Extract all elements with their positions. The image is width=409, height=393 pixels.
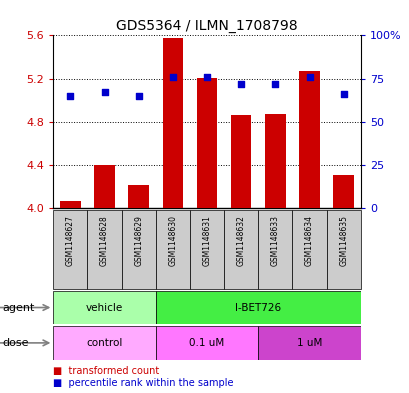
Text: GSM1148633: GSM1148633	[270, 215, 279, 266]
Point	[203, 74, 210, 80]
Text: GSM1148635: GSM1148635	[338, 215, 347, 266]
Bar	[94, 165, 115, 208]
Bar	[265, 114, 285, 208]
Text: GSM1148627: GSM1148627	[66, 215, 75, 266]
Text: 1 uM: 1 uM	[296, 338, 321, 348]
Text: GSM1148630: GSM1148630	[168, 215, 177, 266]
Text: ■  transformed count: ■ transformed count	[53, 366, 159, 376]
Bar	[258, 210, 292, 289]
Point	[101, 89, 108, 95]
Bar	[196, 77, 217, 208]
Title: GDS5364 / ILMN_1708798: GDS5364 / ILMN_1708798	[116, 19, 297, 33]
Bar	[224, 210, 258, 289]
Bar	[53, 210, 87, 289]
Text: GSM1148629: GSM1148629	[134, 215, 143, 266]
Point	[306, 74, 312, 80]
Bar	[333, 175, 353, 208]
Bar	[162, 37, 183, 208]
Text: GSM1148628: GSM1148628	[100, 215, 109, 266]
Point	[67, 93, 74, 99]
Text: vehicle: vehicle	[86, 303, 123, 312]
Bar	[155, 291, 360, 324]
Bar	[230, 115, 251, 208]
Point	[237, 81, 244, 87]
Bar	[128, 185, 148, 208]
Point	[339, 91, 346, 97]
Bar	[258, 326, 360, 360]
Text: I-BET726: I-BET726	[235, 303, 281, 312]
Text: agent: agent	[2, 303, 34, 312]
Point	[169, 74, 176, 80]
Bar	[60, 201, 81, 208]
Bar	[292, 210, 326, 289]
Bar	[299, 71, 319, 208]
Bar	[189, 210, 224, 289]
Text: ■  percentile rank within the sample: ■ percentile rank within the sample	[53, 378, 233, 388]
Bar	[326, 210, 360, 289]
Bar	[155, 210, 189, 289]
Text: GSM1148631: GSM1148631	[202, 215, 211, 266]
Bar	[53, 291, 155, 324]
Bar	[121, 210, 155, 289]
Text: GSM1148632: GSM1148632	[236, 215, 245, 266]
Bar	[87, 210, 121, 289]
Text: dose: dose	[2, 338, 29, 348]
Text: 0.1 uM: 0.1 uM	[189, 338, 224, 348]
Bar	[155, 326, 258, 360]
Point	[135, 93, 142, 99]
Text: GSM1148634: GSM1148634	[304, 215, 313, 266]
Point	[272, 81, 278, 87]
Bar	[53, 326, 155, 360]
Text: control: control	[86, 338, 122, 348]
